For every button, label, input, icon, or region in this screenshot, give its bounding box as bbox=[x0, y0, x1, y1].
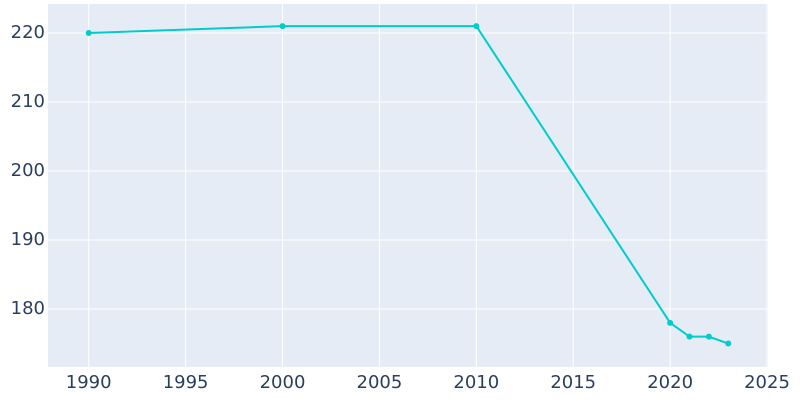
plot-area bbox=[48, 4, 768, 367]
point bbox=[725, 340, 732, 347]
x-tick-label: 2010 bbox=[453, 372, 499, 393]
y-tick-label: 200 bbox=[11, 160, 45, 181]
y-tick-label: 190 bbox=[11, 229, 45, 250]
y-tick-label: 180 bbox=[11, 298, 45, 319]
y-tick-label: 210 bbox=[11, 91, 45, 112]
x-tick-label: 2020 bbox=[647, 372, 693, 393]
x-tick-label: 2005 bbox=[357, 372, 403, 393]
x-tick-label: 2015 bbox=[550, 372, 596, 393]
x-tick-label: 2025 bbox=[744, 372, 790, 393]
point bbox=[686, 333, 693, 340]
x-tick-label: 2000 bbox=[260, 372, 306, 393]
x-tick-label: 1995 bbox=[163, 372, 209, 393]
x-tick-label: 1990 bbox=[66, 372, 112, 393]
point bbox=[667, 319, 674, 326]
y-tick-label: 220 bbox=[11, 22, 45, 43]
point bbox=[705, 333, 712, 340]
point bbox=[279, 23, 286, 30]
point bbox=[85, 29, 92, 36]
point bbox=[473, 23, 480, 30]
